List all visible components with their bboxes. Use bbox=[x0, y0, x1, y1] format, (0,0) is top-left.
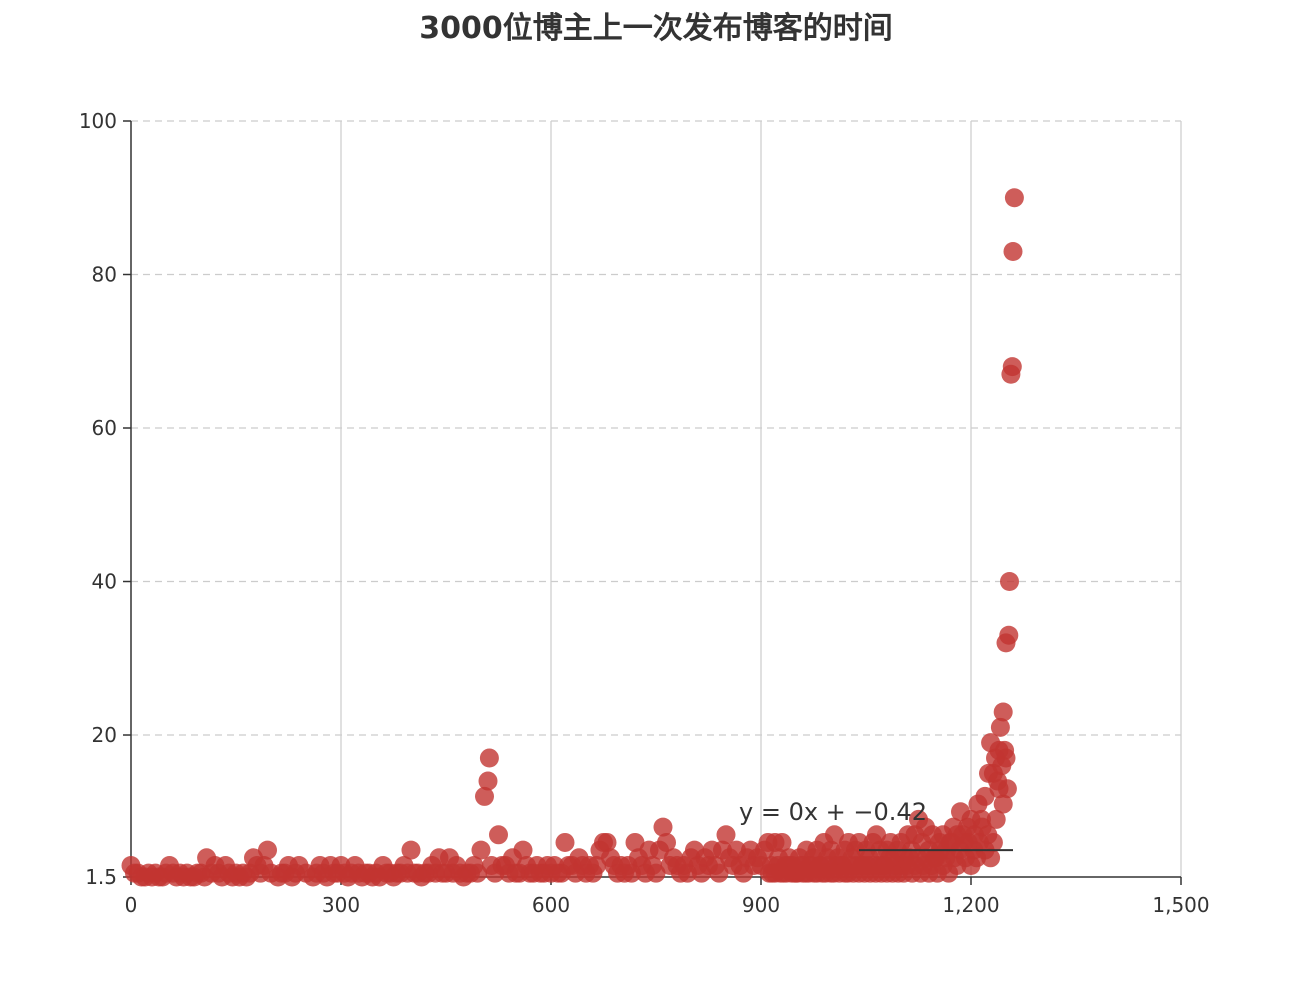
data-point bbox=[993, 794, 1013, 814]
data-point bbox=[993, 702, 1013, 722]
data-point bbox=[1004, 188, 1024, 208]
data-point bbox=[587, 855, 606, 875]
y-tick-label: 40 bbox=[92, 570, 117, 594]
data-point bbox=[625, 832, 645, 852]
chart-title: 3000位博主上一次发布博客的时间 bbox=[419, 11, 893, 46]
data-point bbox=[975, 786, 995, 806]
data-points bbox=[121, 188, 1024, 887]
data-point bbox=[999, 625, 1019, 645]
y-tick-label: 1.5 bbox=[85, 865, 117, 889]
data-point bbox=[597, 832, 617, 852]
data-point bbox=[1003, 241, 1023, 261]
data-point bbox=[759, 863, 779, 883]
data-point bbox=[1000, 572, 1019, 592]
data-point bbox=[555, 832, 575, 852]
y-tick-label: 60 bbox=[92, 416, 117, 440]
data-point bbox=[825, 825, 844, 845]
data-point bbox=[709, 863, 729, 883]
x-tick-label: 600 bbox=[532, 893, 570, 917]
data-point bbox=[258, 840, 277, 860]
y-tick-label: 20 bbox=[92, 723, 117, 747]
data-point bbox=[479, 748, 499, 768]
data-point bbox=[867, 825, 886, 845]
x-tick-label: 0 bbox=[125, 893, 138, 917]
grid bbox=[131, 120, 1182, 877]
regression-label: y = 0x + −0.42 bbox=[739, 798, 927, 826]
data-point bbox=[468, 863, 487, 883]
data-point bbox=[990, 717, 1010, 737]
data-point bbox=[989, 779, 1009, 799]
data-point bbox=[653, 817, 673, 837]
data-point bbox=[716, 825, 736, 845]
data-point bbox=[772, 832, 792, 852]
x-tick-label: 1,200 bbox=[942, 893, 999, 917]
data-point bbox=[475, 786, 494, 806]
data-point bbox=[1002, 357, 1022, 377]
y-tick-label: 100 bbox=[79, 109, 117, 133]
y-tick-label: 80 bbox=[92, 263, 117, 287]
data-point bbox=[646, 863, 666, 883]
x-tick-label: 900 bbox=[742, 893, 780, 917]
data-point bbox=[401, 840, 421, 860]
data-point bbox=[478, 771, 498, 791]
data-point bbox=[972, 817, 992, 837]
regression: y = 0x + −0.42 bbox=[739, 798, 1013, 852]
x-tick-label: 300 bbox=[322, 893, 360, 917]
data-point bbox=[513, 840, 533, 860]
data-point bbox=[657, 832, 676, 852]
data-point bbox=[471, 840, 491, 860]
data-point bbox=[986, 809, 1006, 829]
x-tick-label: 1,500 bbox=[1152, 893, 1209, 917]
axes: 1.5 20 40 60 80 100 0 300 600 900 1,200 1,500 bbox=[79, 109, 1210, 917]
data-point bbox=[996, 748, 1016, 768]
data-point bbox=[489, 825, 508, 845]
